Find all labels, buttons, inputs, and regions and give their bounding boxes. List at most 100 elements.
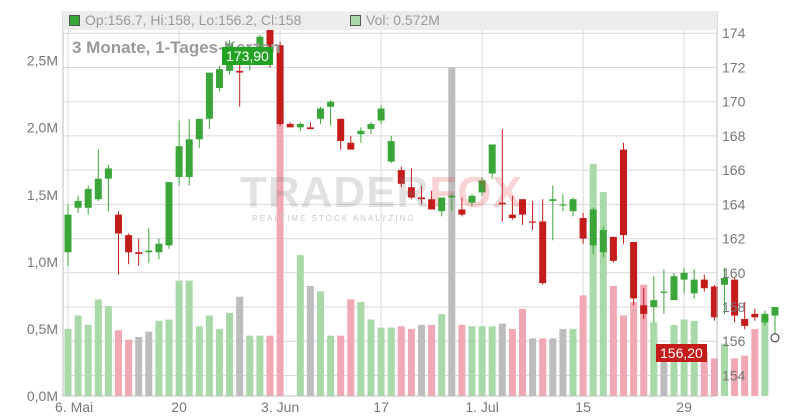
volume-bar [599,192,607,396]
volume-tick-label: 2,5M [27,53,58,69]
volume-bar [347,299,355,396]
volume-bar [710,358,718,396]
volume-bar [589,163,597,396]
candles [64,22,779,338]
candle-body [741,319,749,326]
price-tick-label: 158 [722,299,746,315]
candle-body [236,70,244,73]
candle-body [478,180,486,193]
candle-body [498,202,506,205]
volume-bar [84,324,92,396]
candle-body [599,230,607,253]
volume-bar [458,324,466,396]
candle-body [407,187,415,198]
volume-bar [165,319,173,396]
legend-ohlc-swatch [69,15,80,26]
candle-body [579,218,587,239]
candle-body [185,139,193,177]
x-tick-label: 29 [676,399,692,415]
volume-bar [125,339,133,396]
candle-body [640,305,648,314]
volume-bar [226,312,234,396]
price-tick-label: 166 [722,162,746,178]
volume-bar [478,326,486,396]
volume-bar [377,327,385,396]
last-price-flag: 156,20 [656,344,707,362]
volume-bar [327,335,335,396]
candle-body [195,118,203,140]
volume-bar [74,315,82,396]
candle-body [94,178,102,200]
candle-body [377,108,385,121]
price-tick-label: 156 [722,333,746,349]
volume-bar [276,107,284,397]
candle-body [286,123,294,128]
x-tick-label: 6. Mai [55,399,93,415]
volume-bar [195,326,203,396]
candle-body [589,209,597,246]
volume-bar [761,316,769,396]
candle-body [175,146,183,177]
volume-bar [700,351,708,396]
candle-body [104,168,112,179]
volume-bar [468,326,476,396]
volume-bar [104,306,112,396]
volume-bar [519,308,526,396]
candle-body [559,204,567,206]
volume-tick-label: 1,5M [27,187,58,203]
volume-bar [498,323,506,396]
volume-bar [236,296,244,396]
volume-bar [185,280,193,396]
volume-bar [94,299,102,396]
volume-tick-label: 2,0M [27,120,58,136]
volume-bar [367,319,375,396]
candle-body [468,195,476,203]
volume-bar [216,328,223,396]
candle-body [418,197,425,200]
candle-body [74,200,82,208]
candle-body [125,235,133,253]
x-tick-label: 1. Jul [465,399,498,415]
volume-bar [559,328,567,396]
price-tick-label: 154 [722,367,746,383]
candle-body [448,195,456,198]
legend-ohlc: Op:156.7, Hi:158, Lo:156.2, Cl:158 [69,12,301,28]
volume-bar [721,343,728,396]
volume-bar [609,286,617,396]
candle-body [367,123,375,130]
volume-bar [620,315,627,396]
volume-bar [508,328,516,396]
x-tick-label: 3. Jun [261,399,299,415]
candle-body [296,123,304,128]
legend-volume-text: Vol: 0.572M [366,12,440,28]
volume-bar [337,335,345,396]
legend-bar: Op:156.7, Hi:158, Lo:156.2, Cl:158 Vol: … [63,11,717,30]
candle-body [731,279,739,316]
volume-bar [660,346,668,396]
candle-body [327,101,335,107]
price-tick-label: 172 [722,59,746,75]
candle-body [660,291,668,293]
candle-body [115,214,122,234]
volume-bar [438,314,446,396]
candle-body [670,276,678,301]
volume-tick-label: 0,0M [27,388,58,404]
candle-body [710,286,718,318]
volume-bar [488,326,496,396]
x-tick-label: 17 [373,399,389,415]
legend-volume-swatch [350,15,361,26]
volume-bar [448,67,456,396]
candle-body [397,170,405,184]
volume-bar [145,331,153,396]
candle-body [387,141,395,162]
price-tick-label: 168 [722,128,746,144]
volume-bar [306,286,314,396]
candle-body [761,313,769,323]
candle-body [700,279,708,289]
watermark-part2: FOX [429,168,523,217]
volume-bar [357,302,365,396]
x-tick-label: 15 [575,399,591,415]
volume-bar [549,338,557,396]
candle-body [256,36,264,54]
